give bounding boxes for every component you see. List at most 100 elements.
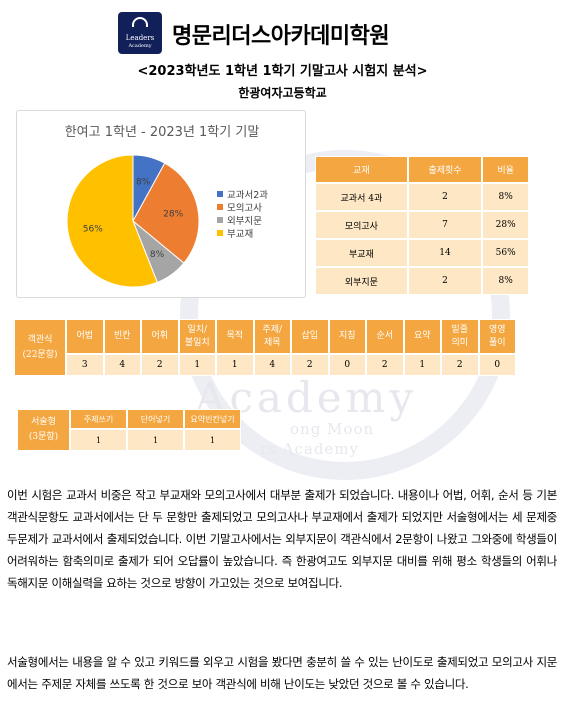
table-header-row: 교재 출제횟수 비율 <box>315 156 529 183</box>
table-header: 어법 <box>66 319 104 354</box>
table-header: 요약 <box>403 319 441 354</box>
analysis-paragraph: 서술형에서는 내용을 알 수 있고 키워드를 외우고 시험을 봤다면 충분히 쓸… <box>7 655 557 691</box>
table-cell: 2 <box>407 267 483 295</box>
table-cell: 0 <box>328 354 366 376</box>
legend-item: 모의고사 <box>217 200 268 214</box>
legend-label: 교과서2과 <box>227 189 269 201</box>
legend-item: 부교재 <box>217 226 268 240</box>
table-cell: 4 <box>253 354 291 376</box>
table-row: 부교재 14 56% <box>315 239 529 267</box>
table-cell: 2 <box>366 354 404 376</box>
table-cell: 모의고사 <box>315 211 408 239</box>
legend-label: 모의고사 <box>227 202 262 214</box>
table-cell: 부교재 <box>315 239 408 267</box>
table-cell: 0 <box>478 354 516 376</box>
table-header-row: 객관식 (22문항) 어법 빈칸 어휘 일치/불일치 목적 주제/제목 삽입 지칭 순서 요약 밑줄… <box>14 319 516 376</box>
table-header-line: 빈칸 <box>113 331 131 341</box>
table-row: 외부지문 2 8% <box>315 267 529 295</box>
academy-logo: Leaders Academy <box>118 12 162 54</box>
table-header: 순서 <box>366 319 404 354</box>
table-cell: 1 <box>216 354 254 376</box>
pie-data-label: 8% <box>136 177 151 187</box>
watermark-text: rs Academy <box>260 440 359 458</box>
table-row: 교과서 4과 2 8% <box>315 183 529 211</box>
analysis-paragraph: 이번 시험은 교과서 비중은 작고 부교재와 모의고사에서 대부분 출제가 되었… <box>7 488 557 590</box>
table-cell: 교과서 4과 <box>315 183 408 211</box>
table-header-line: 의미 <box>451 337 469 348</box>
table-cell: 8% <box>482 267 529 295</box>
subjective-question-table: 서술형 (3문항) 주제쓰기 단어넣기 요약빈칸넣기 1 1 1 <box>17 409 241 451</box>
table-header-line: 제목 <box>263 337 281 348</box>
page-subtitle: <2023학년도 1학년 1학기 기말고사 시험지 분석> <box>137 64 428 79</box>
table-cell: 2 <box>291 354 329 376</box>
objective-label: 객관식 (22문항) <box>14 319 66 376</box>
table-row: 모의고사 7 28% <box>315 211 529 239</box>
table-cell: 1 <box>127 429 184 451</box>
table-header: 주제쓰기 <box>70 409 127 430</box>
pie-data-label: 28% <box>163 209 183 219</box>
table-header-line: 주제/ <box>262 324 283 335</box>
table-header-line: 영영 <box>488 324 506 335</box>
table-cell: 2 <box>407 183 483 211</box>
table-header-line: 목적 <box>226 331 244 341</box>
legend-swatch <box>217 203 223 210</box>
subjective-label: 서술형 (3문항) <box>17 409 70 451</box>
table-header-line: 풀이 <box>488 337 506 348</box>
pie-slice <box>132 162 200 264</box>
pie-data-label: 56% <box>83 225 103 235</box>
legend-swatch <box>217 229 223 236</box>
table-header: 비율 <box>482 156 529 183</box>
table-cell: 2 <box>141 354 179 376</box>
table-cell: 14 <box>407 239 483 267</box>
chart-title: 한여고 1학년 - 2023년 1학기 기말 <box>64 125 260 140</box>
subjective-label-line: 서술형 <box>31 417 56 427</box>
table-header-line: 삽입 <box>301 331 319 341</box>
legend-item: 교과서2과 <box>217 187 269 201</box>
table-cell: 3 <box>66 354 104 376</box>
table-cell: 1 <box>403 354 441 376</box>
legend-swatch <box>217 190 223 197</box>
table-cell: 외부지문 <box>315 267 408 295</box>
table-header-line: 어휘 <box>151 331 169 341</box>
pie-slice <box>66 154 158 288</box>
pie-chart-panel: 한여고 1학년 - 2023년 1학기 기말 8% 28% 8% 56% 교과서2과 모… <box>16 110 306 298</box>
table-header-line: 밑줄 <box>451 324 469 335</box>
table-header: 출제횟수 <box>407 156 483 183</box>
objective-label-line: (22문항) <box>22 349 58 360</box>
legend-item: 외부지문 <box>217 213 268 227</box>
table-cell: 2 <box>441 354 479 376</box>
document-header: Leaders Academy 명문리더스아카데미학원 <2023학년도 1학년… <box>0 8 565 108</box>
table-cell: 56% <box>482 239 529 267</box>
table-cell: 8% <box>482 183 529 211</box>
page-title: 명문리더스아카데미학원 <box>172 24 390 49</box>
legend-label: 외부지문 <box>227 215 262 227</box>
source-ratio-table: 교재 출제횟수 비율 교과서 4과 2 8% 모의고사 7 28% 부교재 14… <box>315 156 529 295</box>
logo-text: Leaders <box>125 34 155 42</box>
table-header: 삽입 <box>291 319 329 354</box>
logo-text: Academy <box>128 43 152 49</box>
table-header: 단어넣기 <box>127 409 184 430</box>
table-header-line: 지칭 <box>338 331 356 341</box>
table-header-line: 불일치 <box>184 337 210 348</box>
logo-arch-icon <box>132 17 148 27</box>
objective-question-table: 객관식 (22문항) 어법 빈칸 어휘 일치/불일치 목적 주제/제목 삽입 지칭 순서 요약 밑줄… <box>14 319 516 376</box>
table-header: 목적 <box>216 319 254 354</box>
legend-swatch <box>217 216 223 223</box>
table-header: 일치/불일치 <box>178 319 216 354</box>
table-cell: 28% <box>482 211 529 239</box>
table-cell: 1 <box>184 429 241 451</box>
table-header: 빈칸 <box>103 319 141 354</box>
table-header-line: 요약 <box>413 331 431 341</box>
table-cell: 1 <box>178 354 216 376</box>
pie-data-label: 8% <box>150 250 165 260</box>
table-header: 지칭 <box>328 319 366 354</box>
table-header-line: 일치/ <box>187 324 208 335</box>
table-cell: 4 <box>103 354 141 376</box>
table-cell: 7 <box>407 211 483 239</box>
objective-label-line: 객관식 <box>27 334 53 345</box>
table-cell: 1 <box>70 429 127 451</box>
table-header: 요약빈칸넣기 <box>184 409 241 430</box>
